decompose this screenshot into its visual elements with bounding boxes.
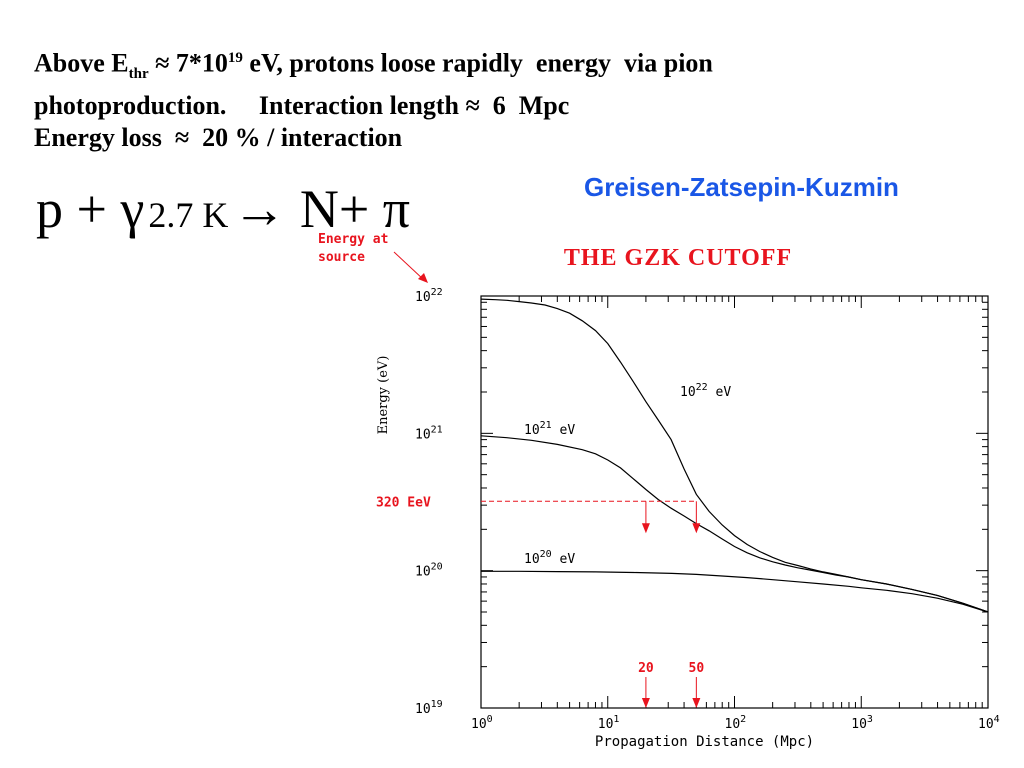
source-label-line2: source — [318, 250, 365, 265]
intro-line-1-a: Above E — [34, 48, 129, 78]
series-label-unit: eV — [552, 423, 576, 438]
series-line-1 — [480, 435, 989, 613]
x-tick-base: 10 — [725, 717, 741, 732]
x-tick-base: 10 — [978, 717, 994, 732]
series-label-base: 10 — [524, 423, 540, 438]
x-tick-exp: 3 — [867, 714, 873, 725]
source-pointer-line — [393, 251, 425, 281]
series-label-exp: 22 — [696, 382, 708, 393]
y-tick-base: 10 — [415, 565, 431, 580]
x-tick-exp: 1 — [613, 714, 619, 725]
x-tick-exp: 4 — [994, 714, 1000, 725]
reaction-subscript: 2.7 K — [148, 195, 229, 235]
y-axis-label: Energy (eV) — [376, 356, 391, 435]
y-tick-base: 10 — [415, 290, 431, 305]
intro-line-2: photoproduction. Interaction length ≈ 6 … — [34, 90, 570, 120]
series-label-exp: 20 — [540, 549, 552, 560]
x-tick-label: 103 — [851, 714, 873, 732]
thr-subscript: thr — [128, 65, 149, 82]
series-label-0: 1022 eV — [680, 382, 731, 400]
y-tick-exp: 20 — [431, 562, 443, 573]
intro-line-1-c: eV, protons loose rapidly energy via pio… — [242, 48, 713, 78]
plot-frame — [480, 295, 989, 709]
intro-text: Above Ethr ≈ 7*1019 eV, protons loose ra… — [34, 42, 994, 154]
x-tick-label: 104 — [978, 714, 1000, 732]
y-tick-label: 1021 — [415, 424, 443, 442]
y-tick-base: 10 — [415, 427, 431, 442]
x-tick-label: 100 — [471, 714, 493, 732]
series-label-unit: eV — [708, 385, 732, 400]
intro-line-1: Above Ethr ≈ 7*1019 eV, protons loose ra… — [34, 42, 994, 90]
series-label-base: 10 — [524, 552, 540, 567]
x-axis-label: Propagation Distance (Mpc) — [595, 734, 814, 750]
intro-line-1-b: ≈ 7*10 — [148, 48, 228, 78]
y-tick-label: 1020 — [415, 562, 443, 580]
x-tick-label: 101 — [598, 714, 620, 732]
threshold-label: 320 EeV — [376, 495, 431, 510]
series-label-2: 1020 eV — [524, 549, 575, 567]
intro-line-3: Energy loss ≈ 20 % / interaction — [34, 122, 403, 152]
reaction-equation: p + γ 2.7 K → N+ π — [36, 178, 410, 240]
y-tick-exp: 22 — [431, 287, 443, 298]
x-tick-base: 10 — [471, 717, 487, 732]
source-pointer-arrowhead — [418, 273, 428, 283]
exponent-superscript: 19 — [227, 50, 243, 66]
x-tick-label: 102 — [725, 714, 747, 732]
x-tick-base: 10 — [851, 717, 867, 732]
chart-title: THE GZK CUTOFF — [564, 245, 792, 271]
x-tick-exp: 2 — [740, 714, 746, 725]
y-tick-label: 1019 — [415, 699, 443, 717]
reaction-rhs: → N+ π — [232, 179, 411, 239]
y-tick-base: 10 — [415, 702, 431, 717]
series-label-exp: 21 — [540, 420, 552, 431]
series-label-base: 10 — [680, 385, 696, 400]
threshold-drop-arrowhead-1 — [692, 523, 701, 534]
gzk-authors: Greisen-Zatsepin-Kuzmin — [584, 172, 899, 202]
series-label-1: 1021 eV — [524, 420, 575, 438]
distance-marker-label-1: 50 — [689, 661, 705, 676]
threshold-drop-arrowhead-0 — [641, 523, 650, 534]
distance-marker-label-0: 20 — [638, 661, 654, 676]
x-tick-exp: 0 — [487, 714, 493, 725]
y-tick-exp: 21 — [431, 424, 443, 435]
reaction-lhs: p + γ — [36, 179, 145, 239]
distance-marker-arrowhead-0 — [641, 698, 650, 708]
series-line-2 — [481, 570, 989, 613]
x-tick-base: 10 — [598, 717, 614, 732]
distance-marker-arrowhead-1 — [692, 698, 701, 708]
y-tick-exp: 19 — [431, 699, 443, 710]
source-label-line1: Energy at — [318, 232, 388, 247]
series-label-unit: eV — [552, 552, 576, 567]
y-tick-label: 1022 — [415, 287, 443, 305]
